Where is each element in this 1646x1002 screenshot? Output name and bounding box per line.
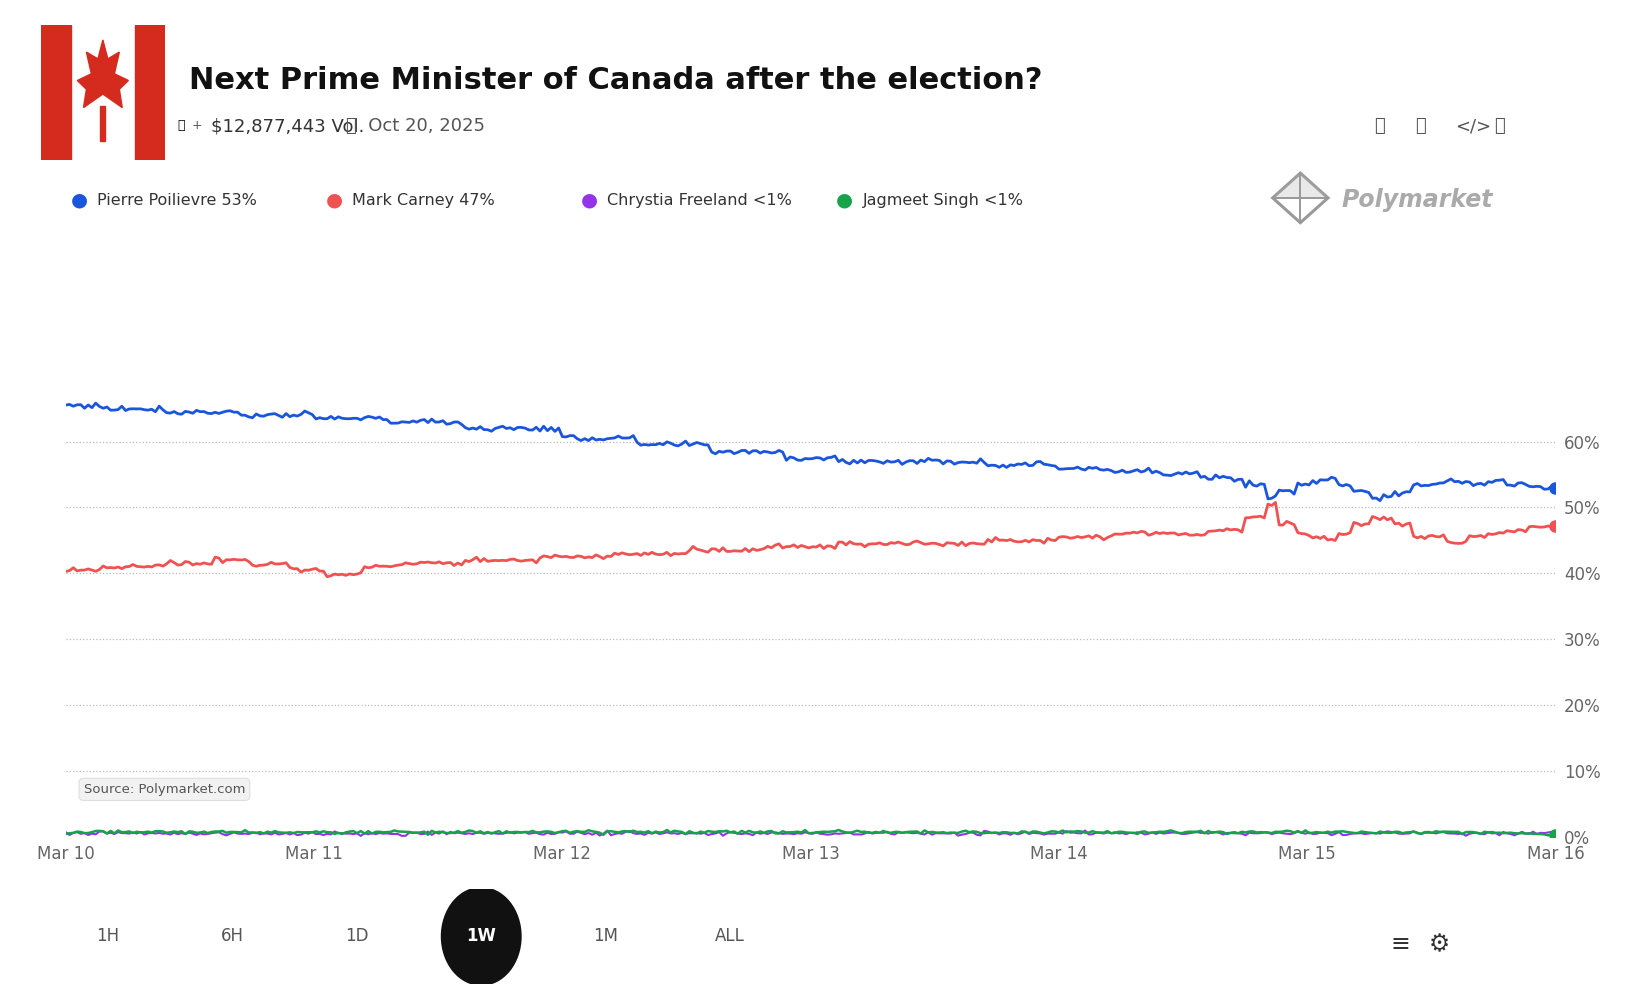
Text: 6H: 6H <box>221 928 244 945</box>
Text: Chrystia Freeland <1%: Chrystia Freeland <1% <box>607 193 792 207</box>
Text: $12,877,443 Vol.: $12,877,443 Vol. <box>211 117 364 135</box>
Text: Jagmeet Singh <1%: Jagmeet Singh <1% <box>863 193 1024 207</box>
Text: 🔖: 🔖 <box>1374 117 1386 135</box>
Text: 1D: 1D <box>346 928 369 945</box>
Text: 1M: 1M <box>593 928 619 945</box>
Text: 🏆: 🏆 <box>178 119 184 132</box>
Bar <box>100 106 105 141</box>
Bar <box>41 25 71 160</box>
Text: </>: </> <box>1455 117 1491 135</box>
Text: Mark Carney 47%: Mark Carney 47% <box>352 193 495 207</box>
Circle shape <box>441 887 522 986</box>
Text: ⚙: ⚙ <box>1429 932 1450 956</box>
Text: 📄: 📄 <box>1416 117 1427 135</box>
Text: ALL: ALL <box>716 928 746 945</box>
Text: 🔗: 🔗 <box>1495 117 1506 135</box>
Text: +: + <box>191 119 202 132</box>
Text: ●: ● <box>581 191 597 209</box>
Bar <box>48 25 58 160</box>
Text: ●: ● <box>836 191 853 209</box>
Text: ≡: ≡ <box>1391 932 1411 956</box>
Text: Next Prime Minister of Canada after the election?: Next Prime Minister of Canada after the … <box>189 66 1044 94</box>
Text: 1W: 1W <box>466 928 495 945</box>
Bar <box>148 25 158 160</box>
Text: ⏱  Oct 20, 2025: ⏱ Oct 20, 2025 <box>346 117 484 135</box>
Text: Polymarket: Polymarket <box>1341 188 1493 212</box>
Text: Source: Polymarket.com: Source: Polymarket.com <box>84 783 245 796</box>
Text: 1H: 1H <box>95 928 119 945</box>
Bar <box>135 25 165 160</box>
Polygon shape <box>77 40 128 107</box>
Text: Pierre Poilievre 53%: Pierre Poilievre 53% <box>97 193 257 207</box>
Text: ●: ● <box>326 191 342 209</box>
Text: ●: ● <box>71 191 87 209</box>
Polygon shape <box>1272 173 1328 198</box>
